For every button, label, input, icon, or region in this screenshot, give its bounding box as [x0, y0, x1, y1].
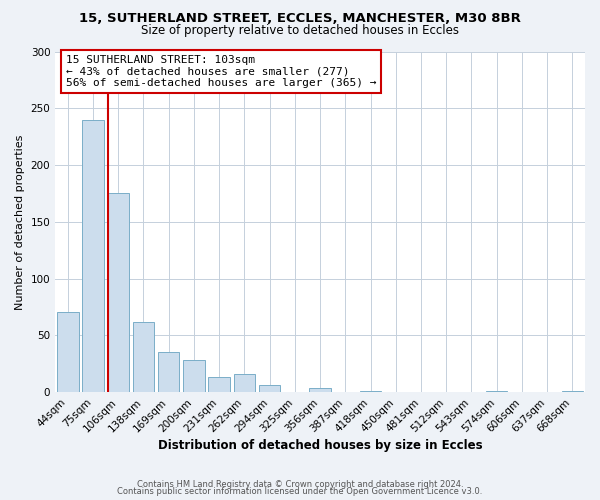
- Y-axis label: Number of detached properties: Number of detached properties: [15, 134, 25, 310]
- Bar: [360, 391, 381, 392]
- Bar: [107, 194, 129, 392]
- X-axis label: Distribution of detached houses by size in Eccles: Distribution of detached houses by size …: [158, 440, 482, 452]
- Bar: [259, 386, 280, 392]
- Bar: [82, 120, 104, 392]
- Bar: [208, 378, 230, 392]
- Bar: [158, 352, 179, 392]
- Bar: [57, 312, 79, 392]
- Bar: [133, 322, 154, 392]
- Bar: [183, 360, 205, 392]
- Bar: [310, 388, 331, 392]
- Bar: [233, 374, 255, 392]
- Bar: [562, 391, 583, 392]
- Text: Contains public sector information licensed under the Open Government Licence v3: Contains public sector information licen…: [118, 488, 482, 496]
- Text: Size of property relative to detached houses in Eccles: Size of property relative to detached ho…: [141, 24, 459, 37]
- Text: 15, SUTHERLAND STREET, ECCLES, MANCHESTER, M30 8BR: 15, SUTHERLAND STREET, ECCLES, MANCHESTE…: [79, 12, 521, 26]
- Text: Contains HM Land Registry data © Crown copyright and database right 2024.: Contains HM Land Registry data © Crown c…: [137, 480, 463, 489]
- Text: 15 SUTHERLAND STREET: 103sqm
← 43% of detached houses are smaller (277)
56% of s: 15 SUTHERLAND STREET: 103sqm ← 43% of de…: [66, 55, 376, 88]
- Bar: [486, 391, 508, 392]
